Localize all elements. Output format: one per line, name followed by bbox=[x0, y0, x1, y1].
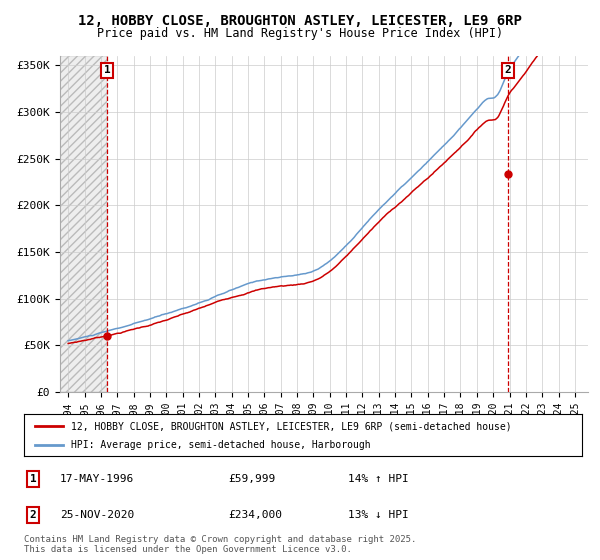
Text: 14% ↑ HPI: 14% ↑ HPI bbox=[348, 474, 409, 484]
Text: 13% ↓ HPI: 13% ↓ HPI bbox=[348, 510, 409, 520]
Text: 1: 1 bbox=[104, 66, 110, 76]
Text: £234,000: £234,000 bbox=[228, 510, 282, 520]
Text: 12, HOBBY CLOSE, BROUGHTON ASTLEY, LEICESTER, LE9 6RP (semi-detached house): 12, HOBBY CLOSE, BROUGHTON ASTLEY, LEICE… bbox=[71, 421, 512, 431]
Text: £59,999: £59,999 bbox=[228, 474, 275, 484]
Text: 25-NOV-2020: 25-NOV-2020 bbox=[60, 510, 134, 520]
Text: 17-MAY-1996: 17-MAY-1996 bbox=[60, 474, 134, 484]
Text: 1: 1 bbox=[29, 474, 37, 484]
Bar bbox=[60, 56, 107, 392]
Text: Price paid vs. HM Land Registry's House Price Index (HPI): Price paid vs. HM Land Registry's House … bbox=[97, 27, 503, 40]
Text: Contains HM Land Registry data © Crown copyright and database right 2025.
This d: Contains HM Land Registry data © Crown c… bbox=[24, 535, 416, 554]
Text: HPI: Average price, semi-detached house, Harborough: HPI: Average price, semi-detached house,… bbox=[71, 440, 371, 450]
Text: 12, HOBBY CLOSE, BROUGHTON ASTLEY, LEICESTER, LE9 6RP: 12, HOBBY CLOSE, BROUGHTON ASTLEY, LEICE… bbox=[78, 14, 522, 28]
Text: 2: 2 bbox=[505, 66, 511, 76]
Text: 2: 2 bbox=[29, 510, 37, 520]
